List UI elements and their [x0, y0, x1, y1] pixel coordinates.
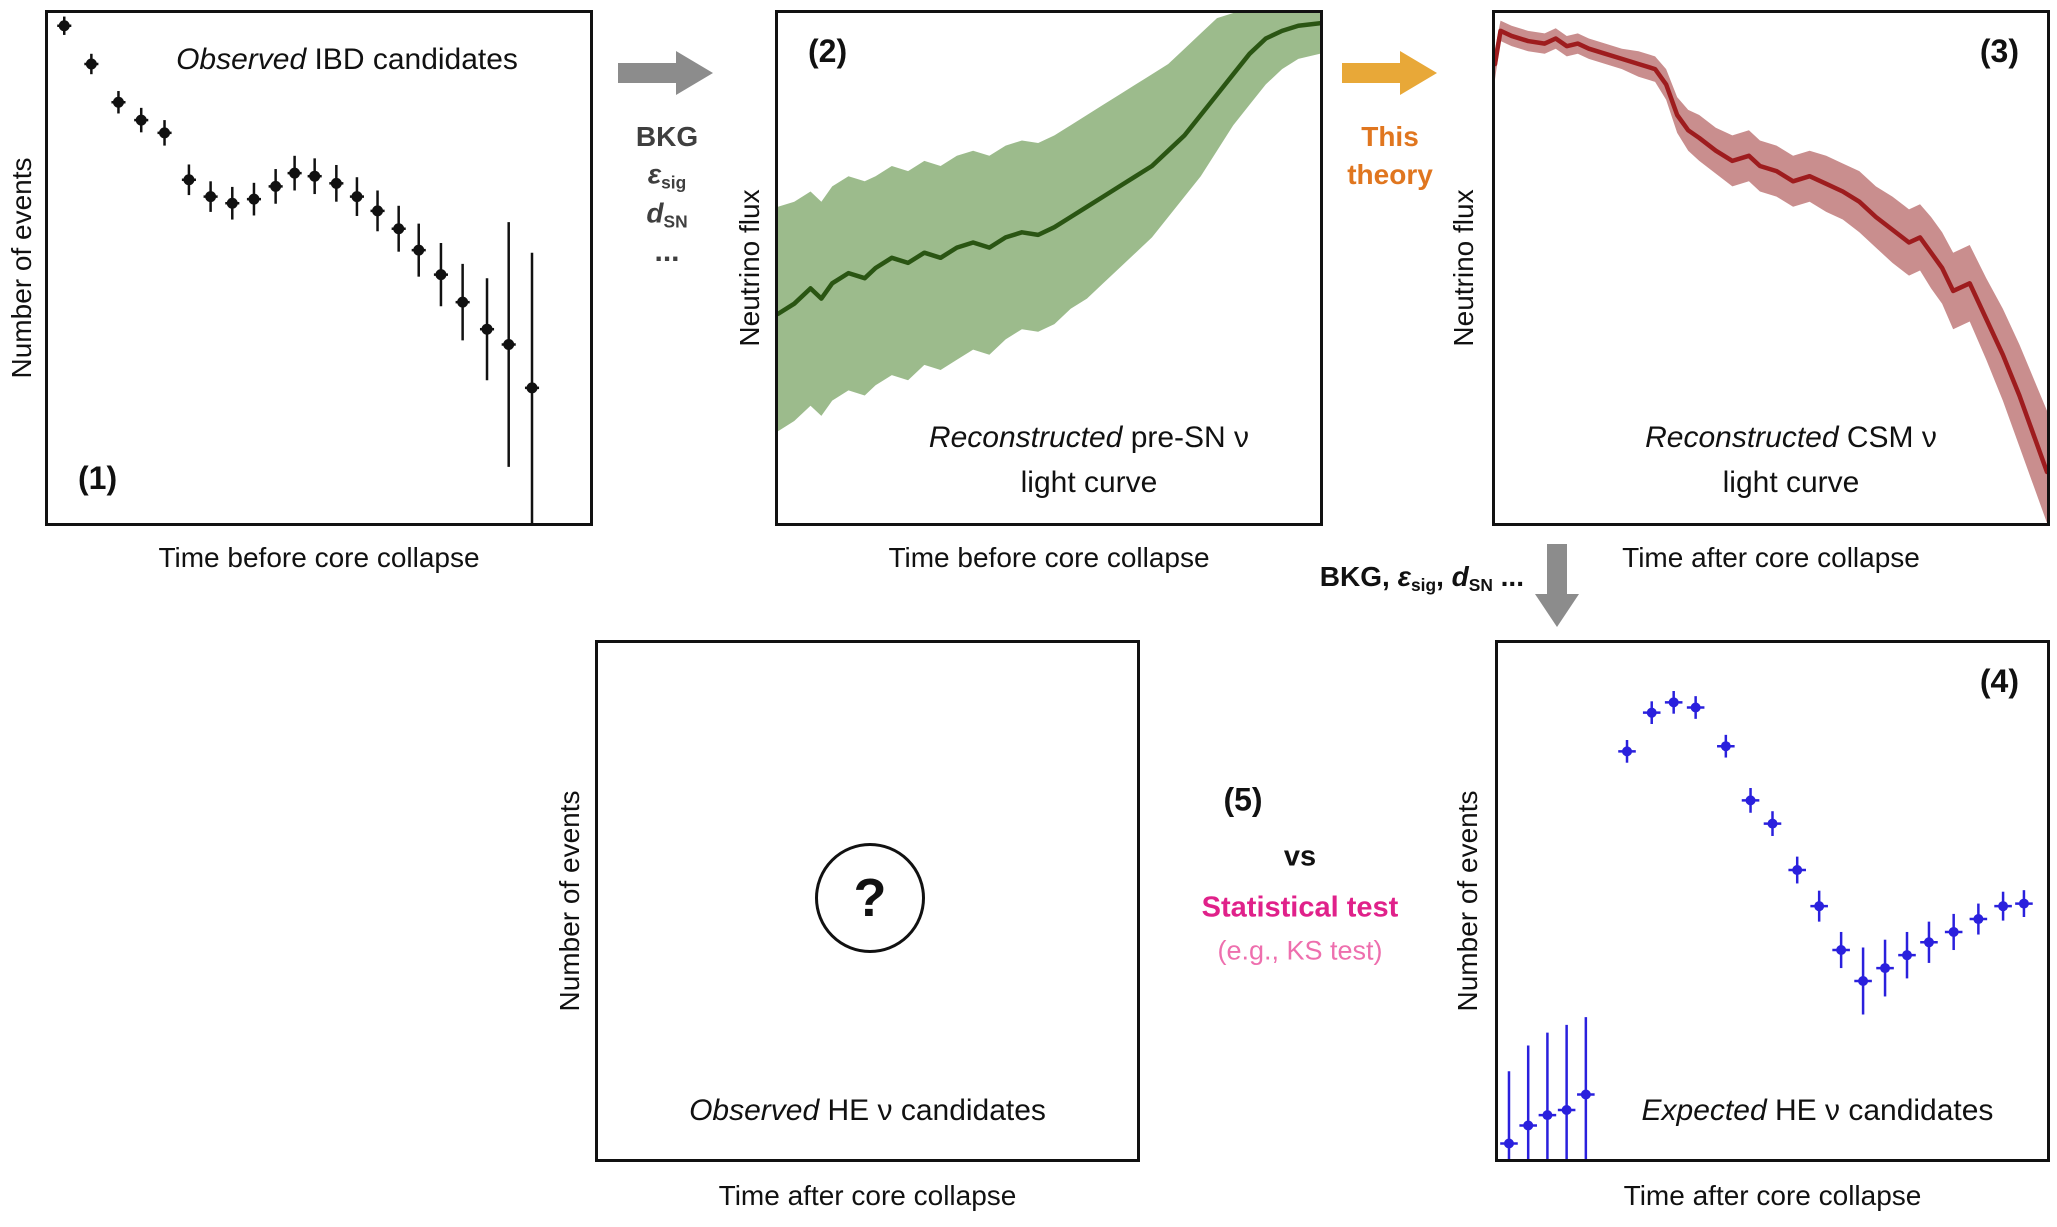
down-label-d: d: [1451, 561, 1469, 592]
panel-5-title-italic: Observed: [689, 1094, 820, 1127]
distance-sn-label: dSN: [646, 198, 687, 233]
down-label-sep: ,: [1436, 561, 1452, 592]
panel-3-title-rest: CSM ν: [1838, 421, 1937, 454]
expected-he-scatter-chart: [1498, 643, 2047, 1159]
bkg-label: BKG: [635, 121, 699, 152]
ellipsis-label: ...: [654, 235, 680, 268]
down-label-epsilon: ε: [1397, 561, 1411, 592]
panel-4-title-rest: HE ν candidates: [1766, 1094, 1994, 1127]
panel-2-title-rest: pre-SN ν: [1122, 421, 1250, 454]
panel-1-number: (1): [78, 460, 118, 496]
down-label-d-sub: SN: [1468, 574, 1493, 595]
epsilon-sig-label: εsig: [648, 159, 687, 194]
panel-2-title-italic: Reconstructed: [928, 421, 1123, 454]
arrow-right-icon: [618, 51, 713, 95]
down-label-epsilon-sub: sig: [1410, 574, 1437, 595]
panel-5-observed-he: ? Observed HE ν candidates: [595, 640, 1140, 1162]
panel-2-presn-lightcurve: (2) Reconstructed pre-SN ν light curve: [775, 10, 1323, 526]
d-base: d: [646, 197, 664, 229]
presn-band-chart: [778, 13, 1320, 523]
panel-4-title-italic: Expected: [1641, 1094, 1767, 1127]
vs-label: vs: [1283, 840, 1317, 873]
csm-band-chart: [1495, 13, 2047, 523]
panel-3-csm-lightcurve: (3) Reconstructed CSM ν light curve: [1492, 10, 2050, 526]
panel-1-title-italic: Observed: [176, 43, 307, 76]
panel-2-number: (2): [808, 33, 848, 69]
bkg-eps-d-label: BKG, εsig, dSN ...: [1238, 561, 1524, 596]
question-circle: ?: [815, 843, 925, 953]
panel-1-ylabel: Number of events: [6, 157, 37, 379]
panel-5-title: Observed HE ν candidates: [598, 1088, 1137, 1133]
ks-test-label: (e.g., KS test): [1217, 935, 1383, 966]
panel-2-xlabel: Time before core collapse: [888, 542, 1210, 573]
panel-4-ylabel: Number of events: [1452, 790, 1483, 1012]
question-mark: ?: [853, 868, 887, 928]
panel-3-title: Reconstructed CSM ν light curve: [1515, 415, 2057, 505]
statistical-test-label: Statistical test: [1201, 891, 1399, 924]
panel-5-xlabel: Time after core collapse: [718, 1180, 1017, 1211]
panel-5-ylabel: Number of events: [554, 790, 585, 1012]
panel-2-title: Reconstructed pre-SN ν light curve: [818, 415, 1360, 505]
epsilon-base: ε: [647, 158, 662, 190]
panel-4-number: (4): [1979, 663, 2019, 699]
panel-1-observed-ibd: Observed IBD candidates (1): [45, 10, 593, 526]
down-label-prefix: BKG,: [1319, 561, 1398, 592]
panel-4-xlabel: Time after core collapse: [1623, 1180, 1922, 1211]
this-theory-arrow-icon: [1342, 51, 1437, 95]
panel-3-xlabel: Time after core collapse: [1622, 542, 1920, 573]
panel-1-title-rest: IBD candidates: [306, 43, 518, 76]
this-theory-line2: theory: [1347, 159, 1433, 190]
arrow-down-icon: [1535, 544, 1579, 627]
down-label-suffix: ...: [1492, 561, 1524, 592]
epsilon-sub: sig: [661, 172, 687, 193]
panel-4-expected-he: (4) Expected HE ν candidates: [1495, 640, 2050, 1162]
panel-4-title: Expected HE ν candidates: [1543, 1088, 2057, 1133]
step-5-number: (5): [1223, 781, 1263, 818]
panel-1-title: Observed IBD candidates: [76, 37, 618, 82]
d-sub: SN: [663, 211, 688, 232]
panel-3-title-line2: light curve: [1722, 466, 1860, 499]
panel-2-title-line2: light curve: [1020, 466, 1158, 499]
panel-5-title-rest: HE ν candidates: [819, 1094, 1046, 1127]
panel-1-xlabel: Time before core collapse: [158, 542, 480, 573]
panel-3-ylabel: Neutrino flux: [1448, 189, 1479, 347]
this-theory-line1: This: [1361, 121, 1419, 152]
panel-2-ylabel: Neutrino flux: [734, 189, 765, 347]
panel-3-number: (3): [1979, 33, 2019, 69]
panel-3-title-italic: Reconstructed: [1645, 421, 1839, 454]
observed-ibd-scatter-chart: [48, 13, 590, 523]
